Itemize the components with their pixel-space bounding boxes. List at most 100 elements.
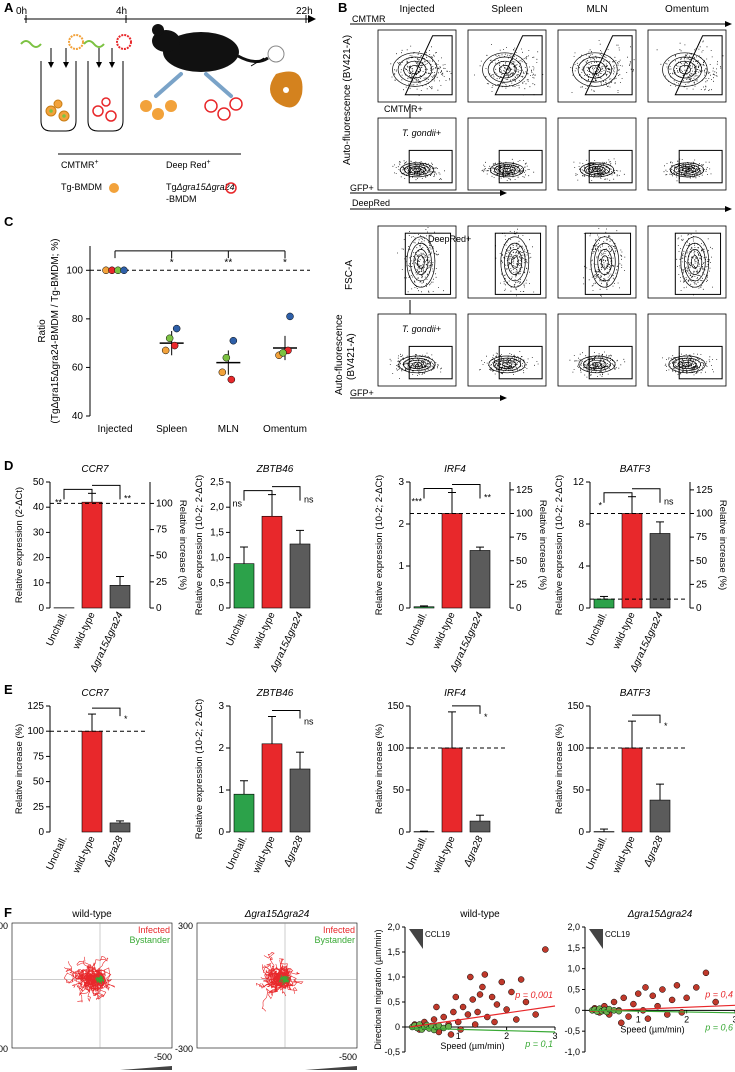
flow-column-spleen: Spleen [491,4,522,15]
infected-point [702,969,710,977]
bar-ytick-label: 25 [33,802,45,813]
bar-ytick-label: 50 [393,785,405,796]
c-category-label: Injected [97,424,132,435]
time-0h: 0h [16,6,27,17]
flow-plot-r2-c0 [377,225,457,299]
scatter-xtick-label: 2 [684,1014,689,1024]
legend-tg-bmdm: Tg-BMDM [61,182,102,192]
legend-infected: Infected [138,925,170,935]
deepred-pos-gate-label: DeepRed+ [428,234,471,244]
scatter-xtick-label: 3 [552,1031,557,1041]
panel-f-migration: wild-typeInfectedBystander300-300-500CCL… [0,909,735,1070]
cmtmr-arrow-label: CMTMR [352,14,386,24]
flow-plot-r0-c1 [467,29,547,103]
flow-plot-frame [647,313,727,387]
flow-gate [674,232,722,295]
bar-ytick-label: 1,0 [210,553,224,564]
bar-sig-label: ** [55,497,63,507]
c-ytick-label: 80 [72,314,84,325]
bar-0 [413,606,435,609]
infected-point [476,991,484,998]
ylabel-autofluorescence-bottom-1: Auto-fluorescence [334,314,345,395]
bar-ytick-label: 2 [398,519,404,530]
flow-contour [590,236,620,288]
injected-cells [140,97,243,121]
bar-category-label: wild-type [611,610,638,652]
bar-2 [649,799,671,833]
flow-contour [497,359,517,369]
panel-label-e: E [4,682,13,697]
flow-plot-frame [557,225,637,299]
infected-fit [409,1005,556,1028]
bar-sig-label: ns [664,497,674,507]
bar-ytick-label: 2,5 [210,477,224,488]
bar-title: BATF3 [620,688,651,699]
bar-bracket-2 [452,484,481,499]
flow-contour [493,60,517,79]
infected-point [513,1016,520,1023]
c-point-blue [229,336,238,345]
flow-column-omentum: Omentum [665,4,709,15]
scatter-ccl19-gradient [589,929,603,949]
panel-label-f: F [4,905,12,920]
bar-category-label: wild-type [251,610,278,652]
infected-point [508,988,515,996]
flow-contour [673,357,702,372]
flow-contour [404,164,430,176]
infected-tracks [63,956,116,1003]
flow-gate [588,149,633,184]
flow-plot-r1-c0: T. gondii+ [377,117,457,191]
bystander-tracks [95,974,105,984]
track-axis-300: 300 [178,921,193,931]
bar-ytick-label: 1 [398,561,404,572]
bar-y2tick-label: 75 [696,532,708,543]
c-point-orange [218,368,227,377]
flow-contour [593,242,616,282]
flow-contour [667,56,703,83]
bar-ylabel: Relative expression (10-2; 2-ΔCt) [374,475,385,615]
legend-red-cell [225,182,237,194]
scatter-ytick-label: 1,5 [387,947,400,957]
bar-title: BATF3 [620,464,651,475]
c-point-green [222,353,231,362]
bar-bracket-1 [603,492,633,503]
c-category-label: MLN [218,424,239,435]
flow-gate [674,35,723,96]
flow-dots [583,228,626,297]
p-infected: p = 0,4 [704,989,733,999]
bar-sig-label: * [598,501,602,511]
bar-1 [441,513,463,609]
infected-point [625,1013,632,1020]
bar-bracket-2 [632,488,661,503]
infected-point [683,994,690,1002]
scatter-ytick-label: 2,0 [567,922,580,932]
flow-gate [404,232,452,295]
bar-sig-label: ** [124,493,132,503]
flow-contour [668,355,706,374]
bar-sig-label: * [484,712,488,722]
flow-plot-r0-c3 [647,29,727,103]
cmtmr-pos-gate-label: CMTMR+ [384,104,423,114]
bystander-fit [589,1009,735,1014]
flow-contour [588,165,606,174]
panel-label-b: B [338,0,348,15]
c-category-label: Spleen [156,424,187,435]
infected-point [630,1000,637,1008]
bar-ytick-label: 3 [218,701,224,712]
infected-point [491,1018,498,1026]
flow-contour [592,167,602,172]
bar-y2tick-label: 75 [516,532,528,543]
infected-point [668,996,676,1004]
bar-category-label: Δgra28 [102,834,126,869]
bar-ytick-label: 0 [218,603,224,614]
tube-tg-bmdm [20,34,84,132]
infected-point [610,998,618,1006]
flow-contour [597,249,613,275]
bar-bracket [452,705,481,714]
scatter-ccl19-gradient [409,929,423,949]
flow-contour [507,249,523,275]
bar-sig-label: ns [232,499,242,509]
flow-contour [392,52,438,87]
flow-contour [578,355,616,374]
bar-category-label: Δgra28 [642,834,666,869]
